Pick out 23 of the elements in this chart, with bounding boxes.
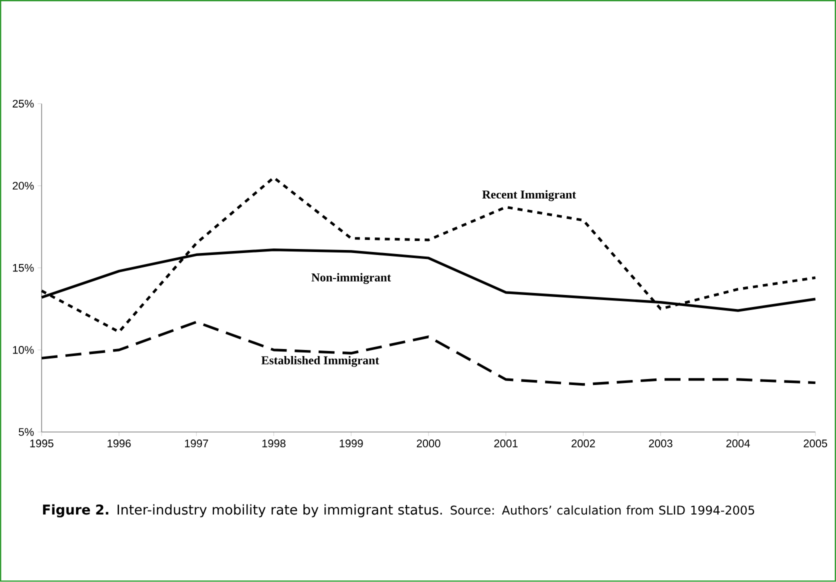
x-tick-label: 2005: [804, 440, 828, 448]
x-tick-label: 2001: [494, 440, 518, 448]
x-tick-label: 1997: [185, 440, 208, 448]
y-tick-label: 15%: [13, 264, 34, 272]
series-label: Recent Immigrant: [482, 190, 576, 202]
line-series: [40, 320, 817, 386]
text: Figure 2. Inter-industry mobility rate by immigrant status.: [43, 504, 442, 518]
x-tick-label: 1998: [262, 440, 286, 448]
x-tick-label: 2004: [726, 440, 750, 448]
y-tick-label: 10%: [13, 346, 34, 354]
line-series: [40, 176, 817, 334]
series-label: Non-immigrant: [311, 273, 391, 284]
x-tick-label: 1996: [108, 440, 131, 448]
x-tick-label: 1995: [30, 440, 54, 448]
source-note: Source: Authors’ calculation from SLID 1994-2005: [450, 506, 754, 515]
series-label: Established Immigrant: [261, 356, 380, 368]
y-tick-label: 25%: [12, 100, 34, 108]
x-tick-label: 2003: [648, 440, 672, 448]
x-tick-label: 2002: [572, 440, 595, 448]
y-tick-label: 5%: [18, 428, 34, 436]
y-tick-label: 20%: [12, 182, 34, 190]
x-tick-label: 2000: [416, 440, 440, 448]
x-tick-label: 1999: [340, 440, 363, 448]
